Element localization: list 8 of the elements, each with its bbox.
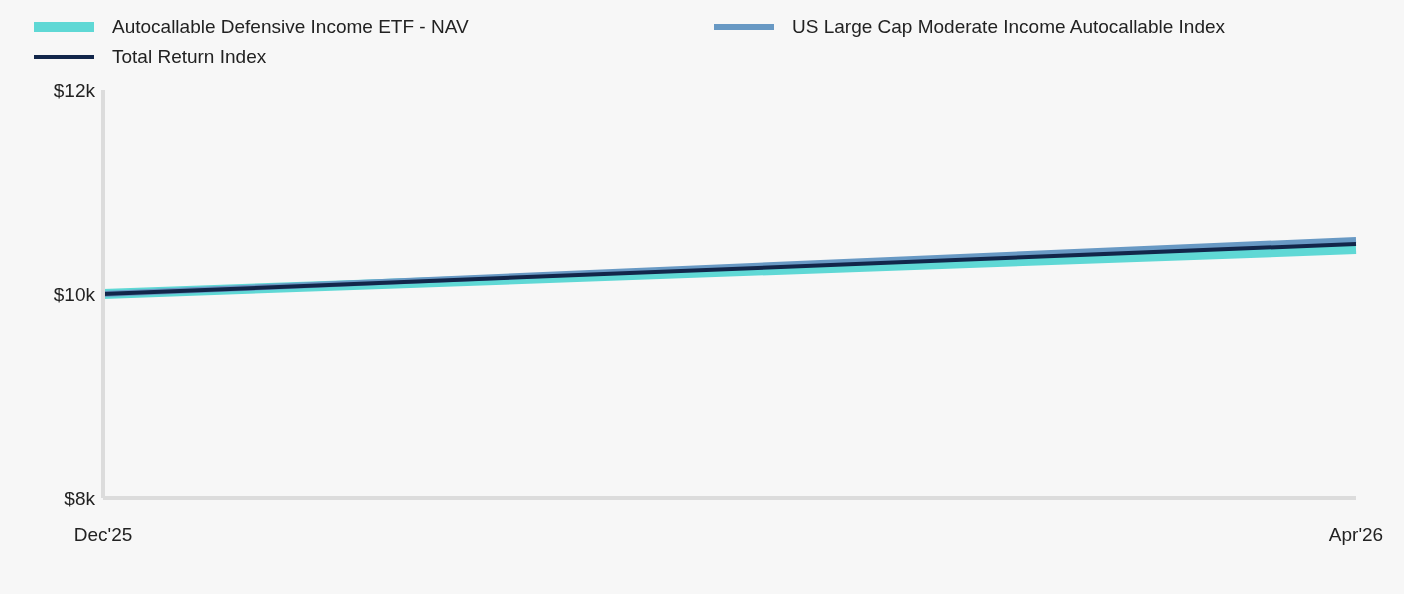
x-tick-label: Dec'25 [73,524,133,546]
x-tick-label: Apr'26 [1328,524,1384,546]
legend-label: Total Return Index [112,46,267,68]
legend-label: US Large Cap Moderate Income Autocallable Index [792,16,1226,38]
y-tick-label: $10k [53,283,96,305]
legend-label: Autocallable Defensive Income ETF - NAV [112,16,469,38]
y-tick-label: $8k [64,487,96,509]
y-tick-label: $12k [53,79,96,101]
